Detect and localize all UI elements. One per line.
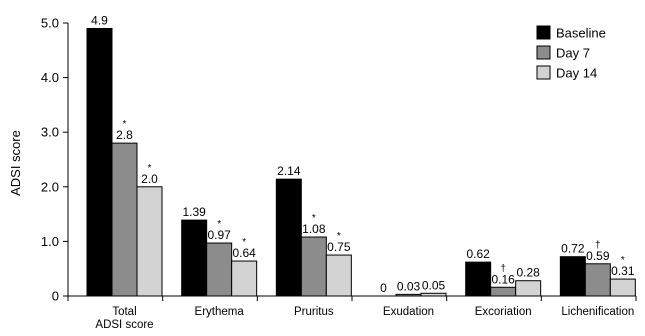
bar <box>136 186 163 297</box>
bar <box>275 178 302 297</box>
significance-mark: * <box>123 119 127 130</box>
data-label: 0.72 <box>561 242 585 256</box>
significance-mark: * <box>337 231 341 242</box>
significance-mark: * <box>312 213 316 224</box>
bar <box>609 278 636 297</box>
x-category-label: ADSI score <box>95 319 153 331</box>
data-label: 0.62 <box>466 247 490 261</box>
bar <box>465 261 492 297</box>
bar <box>181 219 208 297</box>
data-label: 2.8 <box>116 128 133 142</box>
bar <box>395 293 422 297</box>
data-label: 0.59 <box>586 249 610 263</box>
significance-mark: * <box>148 163 152 174</box>
x-category-label: Total <box>112 306 136 318</box>
y-tick-label: 2.0 <box>41 179 59 194</box>
bar <box>325 254 352 297</box>
data-label: 0.75 <box>327 240 351 254</box>
x-category-label: Erythema <box>195 306 245 318</box>
data-label: 0.05 <box>422 278 446 292</box>
legend-swatch <box>536 45 551 60</box>
significance-mark: † <box>500 263 506 274</box>
legend-label: Day 7 <box>556 46 590 61</box>
data-label: 4.9 <box>91 13 108 27</box>
bar <box>515 280 542 297</box>
legend-label: Day 14 <box>556 66 597 81</box>
bar <box>559 256 586 297</box>
x-category-label: Lichenification <box>561 306 634 318</box>
legend-swatch <box>536 65 551 80</box>
significance-mark: † <box>595 240 601 251</box>
data-label: 2.14 <box>277 164 301 178</box>
data-label: 0.28 <box>516 266 540 280</box>
legend-swatch <box>536 25 551 40</box>
x-category-label: Pruritus <box>294 306 334 318</box>
y-tick-label: 1.0 <box>41 234 59 249</box>
bar <box>490 286 517 297</box>
data-label: 0 <box>380 281 387 295</box>
data-label: 1.39 <box>182 205 206 219</box>
data-label: 0.64 <box>232 246 256 260</box>
y-tick-label: 4.0 <box>41 70 59 85</box>
bar <box>206 242 233 297</box>
y-tick-label: 5.0 <box>41 16 59 31</box>
legend-label: Baseline <box>556 26 606 41</box>
bar <box>86 27 113 297</box>
significance-mark: * <box>621 255 625 266</box>
bars <box>86 27 636 297</box>
significance-mark: * <box>242 237 246 248</box>
x-category-label: Excoriation <box>475 306 532 318</box>
y-tick-label: 0 <box>52 289 59 304</box>
y-axis-title: ADSI score <box>8 130 23 196</box>
bar <box>300 236 327 297</box>
bar <box>420 292 447 297</box>
bar <box>111 142 138 297</box>
data-label: 2.0 <box>141 172 158 186</box>
y-tick-label: 3.0 <box>41 125 59 140</box>
bar <box>584 263 611 297</box>
bar <box>231 260 258 297</box>
legend: Baseline Day 7 Day 14 <box>536 25 606 81</box>
data-label: 0.16 <box>491 272 515 286</box>
data-label: 1.08 <box>302 222 326 236</box>
x-category-label: Exudation <box>383 306 434 318</box>
data-label: 0.03 <box>397 279 421 293</box>
significance-mark: * <box>217 219 221 230</box>
data-label: 0.97 <box>207 228 231 242</box>
data-label: 0.31 <box>611 264 635 278</box>
